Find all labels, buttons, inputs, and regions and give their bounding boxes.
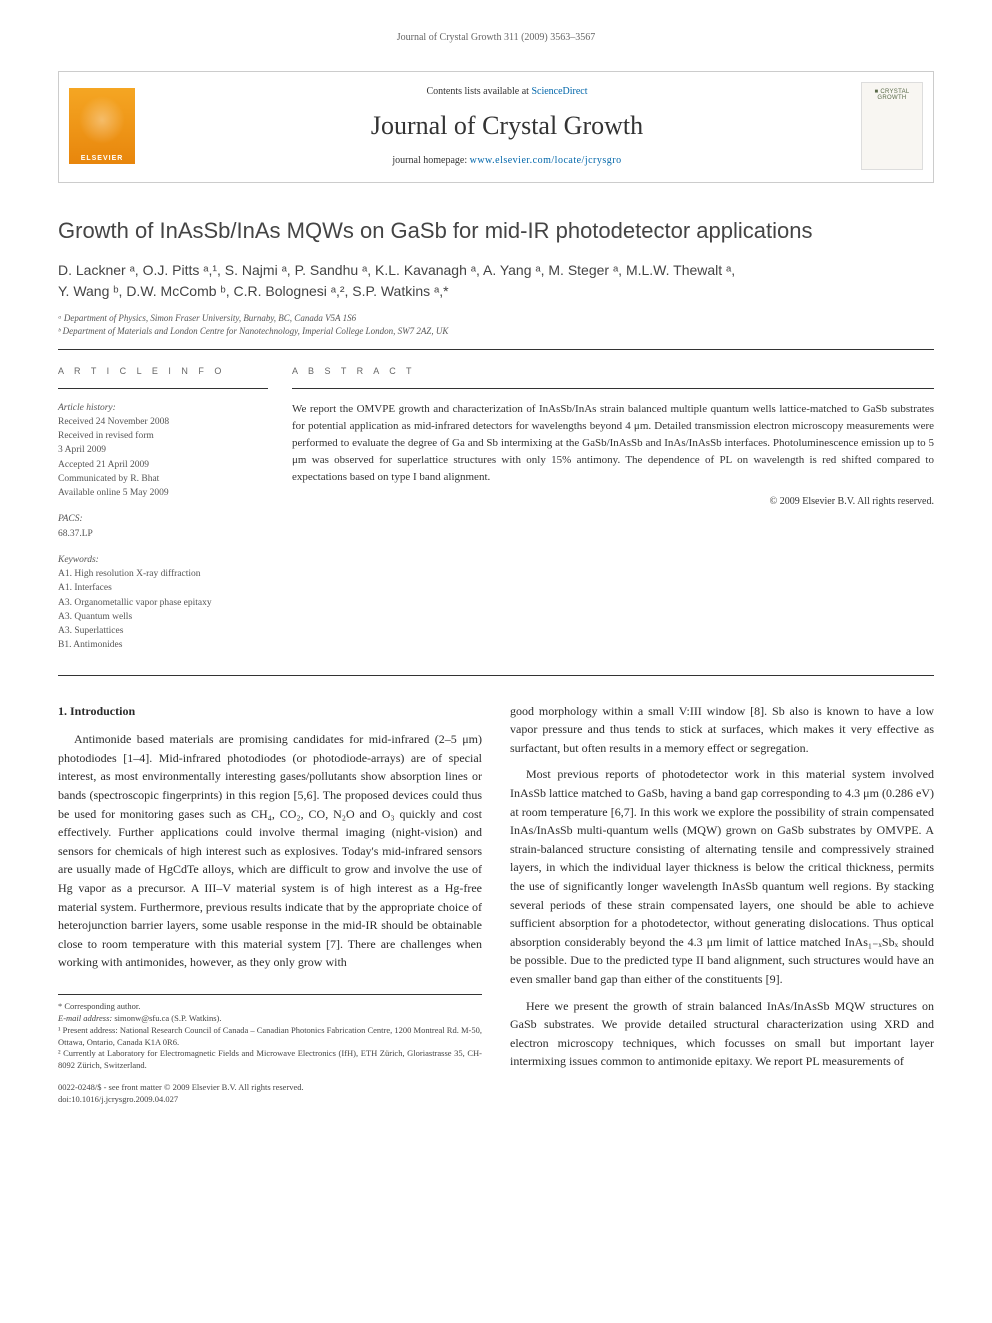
contents-box: ELSEVIER Contents lists available at Sci… [58, 71, 934, 183]
kw-0: A1. High resolution X-ray diffraction [58, 569, 201, 579]
pacs-block: PACS: 68.37.LP [58, 512, 268, 541]
history-label: Article history: [58, 403, 116, 413]
fn-1: ¹ Present address: National Research Cou… [58, 1025, 482, 1049]
fn-email-label: E-mail address: [58, 1013, 114, 1023]
history-2: 3 April 2009 [58, 445, 106, 455]
pacs-value: 68.37.LP [58, 529, 93, 539]
doi-line1: 0022-0248/$ - see front matter © 2009 El… [58, 1082, 482, 1094]
history-3: Accepted 21 April 2009 [58, 460, 149, 470]
fn-email: simonw@sfu.ca (S.P. Watkins). [114, 1013, 221, 1023]
kw-2: A3. Organometallic vapor phase epitaxy [58, 598, 212, 608]
cover-thumbnail: ■ CRYSTAL GROWTH [861, 82, 923, 170]
doi-block: 0022-0248/$ - see front matter © 2009 El… [58, 1082, 482, 1106]
article-info-heading: A R T I C L E I N F O [58, 366, 268, 376]
right-para-2: Here we present the growth of strain bal… [510, 997, 934, 1071]
elsevier-logo: ELSEVIER [69, 88, 135, 164]
kw-4: A3. Superlattices [58, 626, 123, 636]
affiliation-b: ᵇ Department of Materials and London Cen… [58, 325, 934, 339]
footnotes: * Corresponding author. E-mail address: … [58, 994, 482, 1072]
authors: D. Lackner ᵃ, O.J. Pitts ᵃ,¹, S. Najmi ᵃ… [58, 260, 934, 302]
history-1: Received in revised form [58, 431, 154, 441]
divider-bottom [58, 675, 934, 676]
fn-corr: * Corresponding author. [58, 1001, 482, 1013]
elsevier-label: ELSEVIER [81, 155, 124, 162]
right-para-1: Most previous reports of photodetector w… [510, 765, 934, 988]
body-columns: 1. Introduction Antimonide based materia… [58, 702, 934, 1106]
authors-line2: Y. Wang ᵇ, D.W. McComb ᵇ, C.R. Bolognesi… [58, 283, 449, 299]
affiliation-a: ᵃ Department of Physics, Simon Fraser Un… [58, 312, 934, 326]
left-column: 1. Introduction Antimonide based materia… [58, 702, 482, 1106]
article-title: Growth of InAsSb/InAs MQWs on GaSb for m… [58, 217, 934, 246]
contents-available-text: Contents lists available at [426, 86, 531, 97]
left-para-0: Antimonide based materials are promising… [58, 730, 482, 972]
authors-line1: D. Lackner ᵃ, O.J. Pitts ᵃ,¹, S. Najmi ᵃ… [58, 262, 735, 278]
running-header: Journal of Crystal Growth 311 (2009) 356… [58, 32, 934, 43]
keywords-block: Keywords: A1. High resolution X-ray diff… [58, 553, 268, 653]
history-5: Available online 5 May 2009 [58, 488, 169, 498]
section-heading-1: 1. Introduction [58, 702, 482, 721]
contents-available: Contents lists available at ScienceDirec… [153, 86, 861, 97]
cover-line2: GROWTH [877, 95, 906, 101]
right-para-0: good morphology within a small V:III win… [510, 702, 934, 758]
right-column: good morphology within a small V:III win… [510, 702, 934, 1106]
kw-3: A3. Quantum wells [58, 612, 132, 622]
article-history: Article history: Received 24 November 20… [58, 401, 268, 501]
abstract-text: We report the OMVPE growth and character… [292, 401, 934, 486]
homepage-link[interactable]: www.elsevier.com/locate/jcrysgro [470, 155, 622, 166]
fn-2: ² Currently at Laboratory for Electromag… [58, 1048, 482, 1072]
history-0: Received 24 November 2008 [58, 417, 169, 427]
journal-title: Journal of Crystal Growth [153, 111, 861, 141]
section-title: Introduction [70, 704, 135, 718]
section-num: 1. [58, 704, 67, 718]
journal-homepage: journal homepage: www.elsevier.com/locat… [153, 155, 861, 166]
affiliations: ᵃ Department of Physics, Simon Fraser Un… [58, 312, 934, 339]
pacs-label: PACS: [58, 514, 83, 524]
abstract-heading: A B S T R A C T [292, 366, 934, 376]
abstract-column: A B S T R A C T We report the OMVPE grow… [292, 366, 934, 665]
abstract-copyright: © 2009 Elsevier B.V. All rights reserved… [292, 496, 934, 507]
history-4: Communicated by R. Bhat [58, 474, 159, 484]
kw-5: B1. Antimonides [58, 640, 122, 650]
doi-line2: doi:10.1016/j.jcrysgro.2009.04.027 [58, 1094, 482, 1106]
sciencedirect-link[interactable]: ScienceDirect [531, 86, 587, 97]
keywords-label: Keywords: [58, 555, 99, 565]
homepage-label: journal homepage: [392, 155, 469, 166]
divider-top [58, 349, 934, 350]
kw-1: A1. Interfaces [58, 583, 112, 593]
article-info-column: A R T I C L E I N F O Article history: R… [58, 366, 268, 665]
